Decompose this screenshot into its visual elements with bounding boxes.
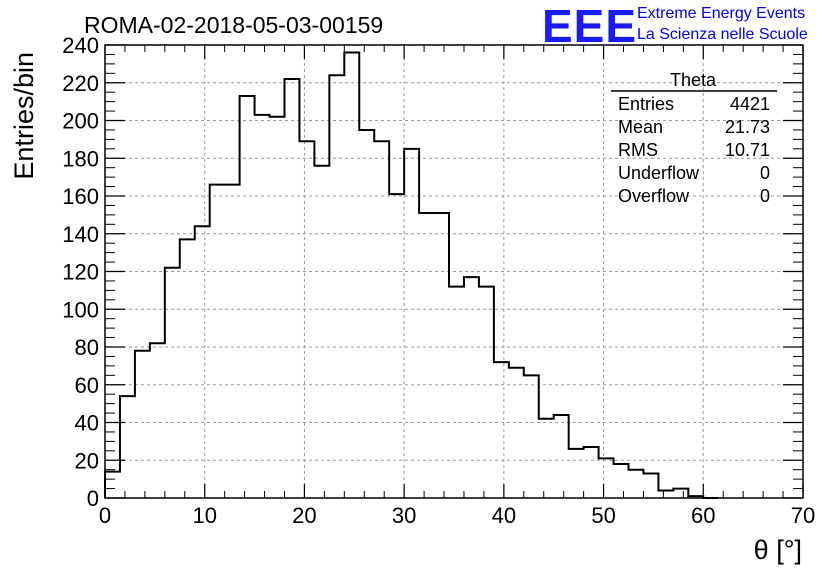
histogram-bar <box>314 166 329 498</box>
stats-label-entries: Entries <box>618 94 674 114</box>
stats-value-rms: 10.71 <box>725 140 770 160</box>
chart-title: ROMA-02-2018-05-03-00159 <box>84 12 383 38</box>
histogram-bar <box>344 53 359 498</box>
histogram-bar <box>240 96 255 498</box>
x-tick-label: 20 <box>292 503 316 528</box>
x-tick-label: 50 <box>591 503 615 528</box>
stats-value-overflow: 0 <box>760 186 770 206</box>
histogram-bar <box>419 213 434 498</box>
histogram-bar <box>299 141 314 498</box>
y-tick-label: 80 <box>75 335 99 360</box>
histogram-bar <box>284 79 299 498</box>
histogram-bar <box>180 239 195 498</box>
histogram-bar <box>404 149 419 498</box>
histogram-bar <box>165 268 180 498</box>
y-tick-label: 20 <box>75 448 99 473</box>
y-tick-label: 60 <box>75 373 99 398</box>
histogram-bar <box>599 458 614 498</box>
histogram-bar <box>195 226 210 498</box>
histogram-bar <box>554 415 569 498</box>
eee-logo-mark: EEE <box>542 0 637 52</box>
x-tick-label: 0 <box>99 503 111 528</box>
y-tick-label: 220 <box>62 71 99 96</box>
histogram-bar <box>614 464 629 498</box>
histogram-bar <box>584 447 599 498</box>
y-tick-label: 100 <box>62 297 99 322</box>
histogram-bar <box>150 343 165 498</box>
histogram-bar <box>658 490 673 498</box>
axis-ticks <box>104 44 804 499</box>
histogram-bar <box>539 419 554 498</box>
histogram-bar <box>629 470 644 498</box>
eee-logo-line1: Extreme Energy Events <box>637 5 805 22</box>
histogram-bar <box>329 75 344 498</box>
histogram-bar <box>434 213 449 498</box>
stats-label-underflow: Underflow <box>618 163 700 183</box>
y-tick-label: 40 <box>75 411 99 436</box>
histogram-bar <box>225 185 240 498</box>
histogram-bar <box>255 115 270 498</box>
x-tick-label: 70 <box>791 503 815 528</box>
tick-labels: 0 10 20 30 40 50 60 70 0 20 40 60 80 100 120 140 160 180 2… <box>62 33 815 528</box>
x-tick-label: 40 <box>492 503 516 528</box>
histogram-bar <box>359 130 374 498</box>
stats-label-overflow: Overflow <box>618 186 690 206</box>
stats-value-entries: 4421 <box>730 94 770 114</box>
stats-value-mean: 21.73 <box>725 117 770 137</box>
histogram-bar <box>374 141 389 498</box>
eee-logo-line2: La Scienza nelle Scuole <box>637 26 808 43</box>
stats-title: Theta <box>670 70 717 90</box>
histogram-bar <box>524 375 539 498</box>
stats-label-mean: Mean <box>618 117 663 137</box>
histogram-bar <box>673 489 688 498</box>
grid <box>105 45 803 498</box>
x-tick-label: 30 <box>392 503 416 528</box>
histogram-bar <box>389 194 404 498</box>
y-tick-label: 200 <box>62 109 99 134</box>
histogram-bar <box>464 277 479 498</box>
stats-value-underflow: 0 <box>760 163 770 183</box>
x-tick-label: 10 <box>192 503 216 528</box>
y-tick-label: 160 <box>62 184 99 209</box>
y-tick-label: 0 <box>87 486 99 511</box>
y-tick-label: 120 <box>62 260 99 285</box>
y-tick-label: 140 <box>62 222 99 247</box>
y-axis-title: Entries/bin <box>9 52 39 180</box>
y-tick-label: 240 <box>62 33 99 58</box>
stats-label-rms: RMS <box>618 140 658 160</box>
histogram-bar <box>569 449 584 498</box>
histogram-bars <box>104 51 719 499</box>
x-tick-label: 60 <box>691 503 715 528</box>
histogram-bar <box>210 185 225 498</box>
eee-logo: EEE Extreme Energy Events La Scienza nel… <box>542 0 808 52</box>
histogram-bar <box>643 473 658 498</box>
histogram-bar <box>270 117 285 498</box>
x-axis-title: θ [°] <box>754 535 802 565</box>
histogram-bar <box>449 287 464 498</box>
histogram-bar <box>509 368 524 498</box>
histogram-bar <box>120 396 135 498</box>
stats-box: Theta Entries 4421 Mean 21.73 RMS 10.71 … <box>611 70 777 206</box>
histogram-bar <box>479 287 494 498</box>
histogram-outline <box>104 51 719 499</box>
histogram-bar <box>494 362 509 498</box>
histogram-bar <box>105 472 120 498</box>
histogram-bar <box>135 351 150 498</box>
y-tick-label: 180 <box>62 146 99 171</box>
